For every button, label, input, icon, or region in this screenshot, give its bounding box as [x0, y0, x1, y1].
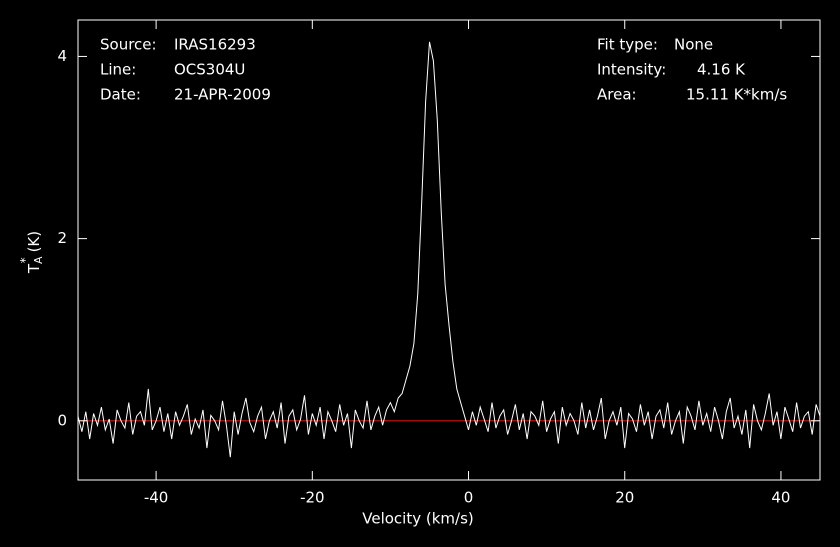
- annotation-value: 15.11 K*km/s: [686, 86, 787, 104]
- y-axis-label: TA* (K): [18, 231, 46, 274]
- y-tick-label: 0: [57, 411, 67, 429]
- x-tick-label: 20: [615, 489, 634, 507]
- annotation-value: 21-APR-2009: [174, 86, 271, 104]
- annotation-label: Area:: [597, 86, 637, 104]
- annotation-label: Date:: [100, 86, 141, 104]
- annotation-value: OCS304U: [174, 61, 245, 79]
- annotation-label: Fit type:: [597, 36, 658, 54]
- x-tick-label: -40: [144, 489, 169, 507]
- annotation-label: Line:: [100, 61, 136, 79]
- annotation-label: Intensity:: [597, 61, 666, 79]
- x-tick-label: 0: [464, 489, 474, 507]
- y-tick-label: 2: [57, 229, 67, 247]
- y-tick-label: 4: [57, 47, 67, 65]
- annotation-label: Source:: [100, 36, 157, 54]
- annotation-value: IRAS16293: [174, 36, 256, 54]
- y-label-superscript: *: [18, 257, 32, 263]
- x-tick-label: 40: [771, 489, 790, 507]
- plot-frame: [77, 19, 821, 481]
- y-label-symbol: T: [25, 263, 43, 274]
- y-label-subscript: A: [32, 256, 45, 264]
- annotation-value: None: [674, 36, 713, 54]
- y-label-unit: (K): [25, 231, 43, 253]
- x-tick-label: -20: [300, 489, 325, 507]
- annotation-value: 4.16 K: [697, 61, 746, 79]
- x-axis-label: Velocity (km/s): [362, 510, 473, 528]
- spectrum-line: [77, 41, 821, 458]
